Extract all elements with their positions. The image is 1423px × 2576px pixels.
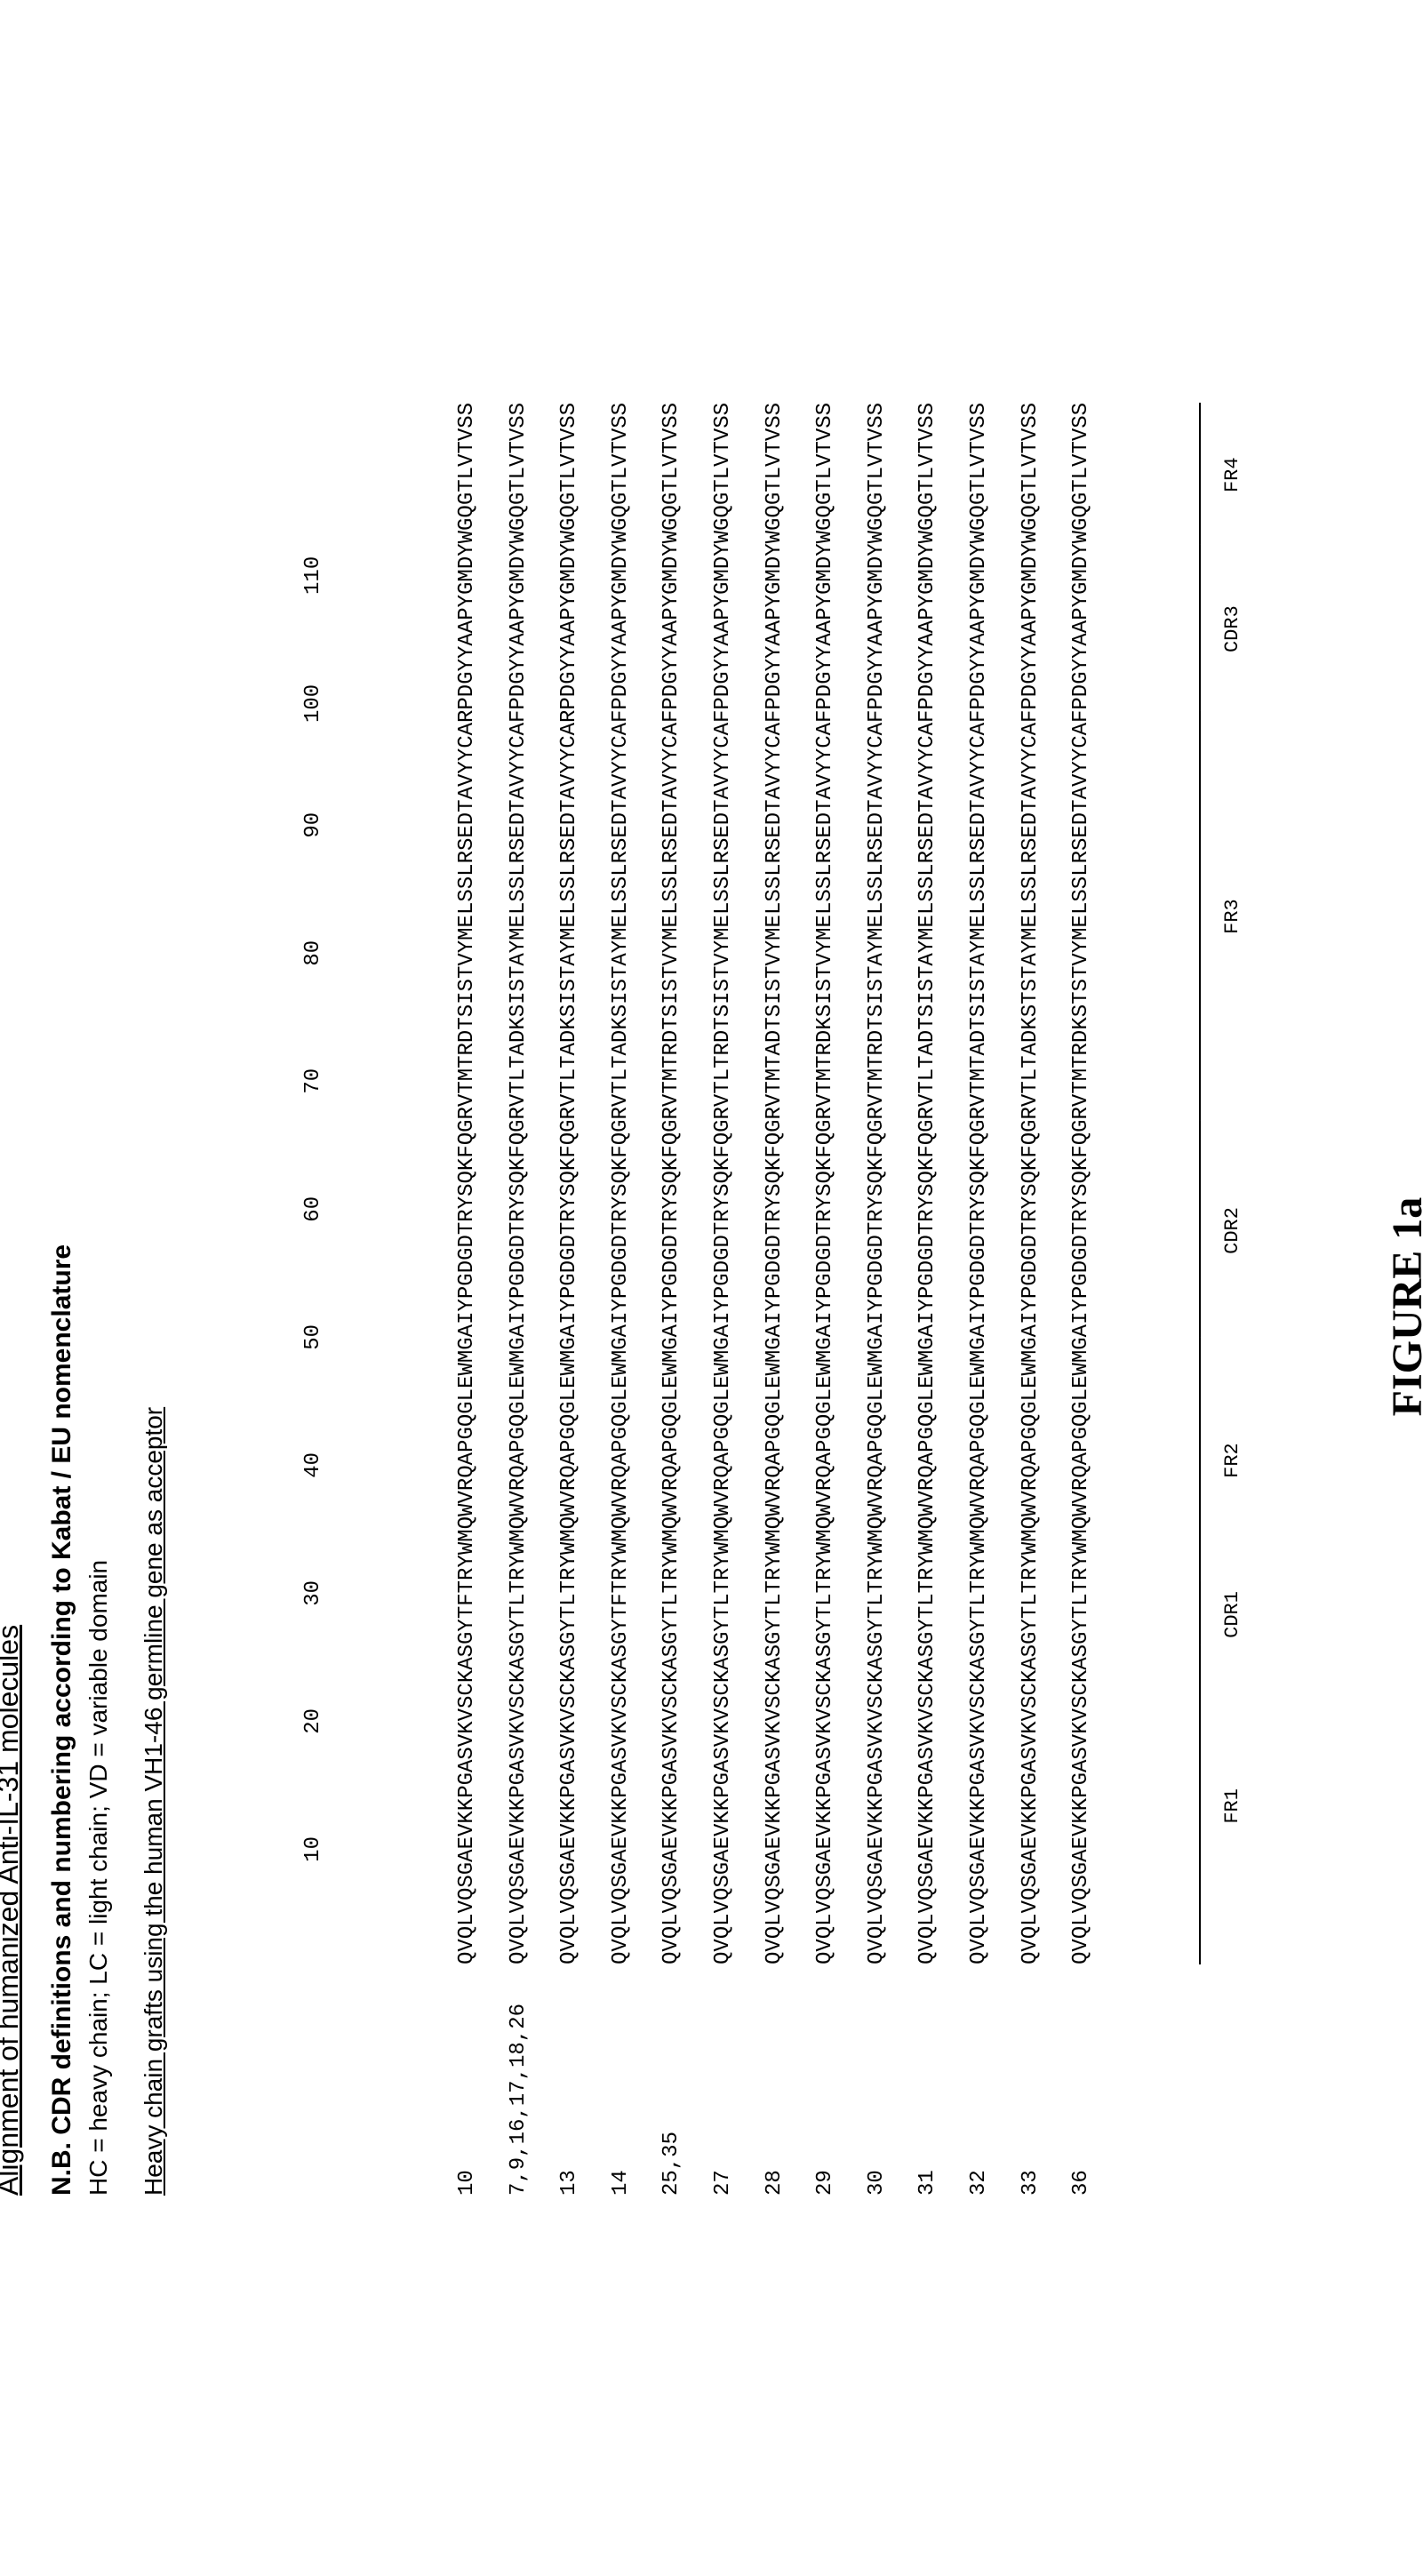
region-label: CDR3 [1209, 605, 1256, 652]
sequence-row: 31QVQLVQSGAEVKKPGASVKVSCKASGYTLTRYWMQWVR… [902, 418, 954, 2196]
region-label: FR1 [1209, 1788, 1256, 1824]
sequence-row: 32QVQLVQSGAEVKKPGASVKVSCKASGYTLTRYWMQWVR… [953, 418, 1004, 2196]
sequence-label: 13 [544, 1964, 596, 2196]
sequence-text: QVQLVQSGAEVKKPGASVKVSCKASGYTLTRYWMQWVRQA… [800, 403, 851, 1964]
sequence-label: 32 [953, 1964, 1004, 2196]
region-label: FR4 [1209, 457, 1256, 492]
region-label: CDR2 [1209, 1207, 1256, 1254]
sequence-row: 10QVQLVQSGAEVKKPGASVKVSCKASGYTFTRYWMQWVR… [441, 418, 492, 2196]
sequence-text: QVQLVQSGAEVKKPGASVKVSCKASGYTLTRYWMQWVRQA… [492, 403, 544, 1964]
page-title: Alignment of humanized Anti-IL-31 molecu… [0, 418, 24, 2196]
sequence-text: QVQLVQSGAEVKKPGASVKVSCKASGYTLTRYWMQWVRQA… [851, 403, 902, 1964]
sequence-row: 13QVQLVQSGAEVKKPGASVKVSCKASGYTLTRYWMQWVR… [544, 418, 596, 2196]
alignment-block: 10 20 30 40 50 60 70 80 90 100 110 10QVQ… [185, 418, 1347, 2196]
sequence-text: QVQLVQSGAEVKKPGASVKVSCKASGYTLTRYWMQWVRQA… [646, 403, 698, 1964]
region-annotation-row: FR1CDR1FR2CDR2FR3CDR3FR4 [1209, 418, 1244, 1964]
sequence-text: QVQLVQSGAEVKKPGASVKVSCKASGYTLTRYWMQWVRQA… [697, 403, 748, 1964]
region-label: FR2 [1209, 1443, 1256, 1478]
ruler-line: 10 20 30 40 50 60 70 80 90 100 110 [288, 418, 340, 1964]
page-container: Alignment of humanized Anti-IL-31 molecu… [0, 418, 1423, 2196]
sequence-list: 10QVQLVQSGAEVKKPGASVKVSCKASGYTFTRYWMQWVR… [441, 418, 1107, 2196]
sequence-row: 14QVQLVQSGAEVKKPGASVKVSCKASGYTFTRYWMQWVR… [595, 418, 646, 2196]
sequence-label: 25,35 [646, 1964, 698, 2196]
region-label: FR3 [1209, 899, 1256, 934]
section-header: Heavy chain grafts using the human VH1-4… [139, 418, 167, 2196]
sequence-label: 10 [441, 1964, 492, 2196]
sequence-text: QVQLVQSGAEVKKPGASVKVSCKASGYTFTRYWMQWVRQA… [441, 403, 492, 1964]
sequence-label: 36 [1056, 1964, 1107, 2196]
sequence-label: 29 [800, 1964, 851, 2196]
sequence-label: 30 [851, 1964, 902, 2196]
region-underline [1198, 1337, 1200, 1580]
sequence-text: QVQLVQSGAEVKKPGASVKVSCKASGYTLTRYWMQWVRQA… [902, 403, 954, 1964]
region-label: CDR1 [1209, 1591, 1256, 1638]
sequence-row: 36QVQLVQSGAEVKKPGASVKVSCKASGYTLTRYWMQWVR… [1056, 418, 1107, 2196]
region-underline [1198, 710, 1200, 1120]
sequence-text: QVQLVQSGAEVKKPGASVKVSCKASGYTLTRYWMQWVRQA… [953, 403, 1004, 1964]
region-underline [1198, 1580, 1200, 1644]
legend-text: HC = heavy chain; LC = light chain; VD =… [84, 418, 112, 2196]
sequence-row: 33QVQLVQSGAEVKKPGASVKVSCKASGYTLTRYWMQWVR… [1004, 418, 1056, 2196]
sequence-row: 25,35QVQLVQSGAEVKKPGASVKVSCKASGYTLTRYWMQ… [646, 418, 698, 2196]
sequence-label: 27 [697, 1964, 748, 2196]
sequence-label: 7,9,16,17,18,26 [492, 1964, 544, 2196]
sequence-text: QVQLVQSGAEVKKPGASVKVSCKASGYTFTRYWMQWVRQA… [595, 403, 646, 1964]
figure-caption: FIGURE 1a [1383, 418, 1423, 2196]
sequence-text: QVQLVQSGAEVKKPGASVKVSCKASGYTLTRYWMQWVRQA… [1004, 403, 1056, 1964]
sequence-text: QVQLVQSGAEVKKPGASVKVSCKASGYTLTRYWMQWVRQA… [1056, 403, 1107, 1964]
sequence-label: 31 [902, 1964, 954, 2196]
sequence-label: 14 [595, 1964, 646, 2196]
region-underline [1198, 1644, 1200, 1964]
subtitle: N.B. CDR definitions and numbering accor… [46, 418, 76, 2196]
region-underline [1198, 544, 1200, 710]
sequence-text: QVQLVQSGAEVKKPGASVKVSCKASGYTLTRYWMQWVRQA… [544, 403, 596, 1964]
sequence-label: 33 [1004, 1964, 1056, 2196]
sequence-row: 30QVQLVQSGAEVKKPGASVKVSCKASGYTLTRYWMQWVR… [851, 418, 902, 2196]
sequence-label: 28 [748, 1964, 800, 2196]
sequence-text: QVQLVQSGAEVKKPGASVKVSCKASGYTLTRYWMQWVRQA… [748, 403, 800, 1964]
sequence-row: 28QVQLVQSGAEVKKPGASVKVSCKASGYTLTRYWMQWVR… [748, 418, 800, 2196]
sequence-row: 29QVQLVQSGAEVKKPGASVKVSCKASGYTLTRYWMQWVR… [800, 418, 851, 2196]
region-underline [1198, 403, 1200, 543]
sequence-row: 27QVQLVQSGAEVKKPGASVKVSCKASGYTLTRYWMQWVR… [697, 418, 748, 2196]
region-underline [1198, 1120, 1200, 1338]
sequence-row: 7,9,16,17,18,26QVQLVQSGAEVKKPGASVKVSCKAS… [492, 418, 544, 2196]
